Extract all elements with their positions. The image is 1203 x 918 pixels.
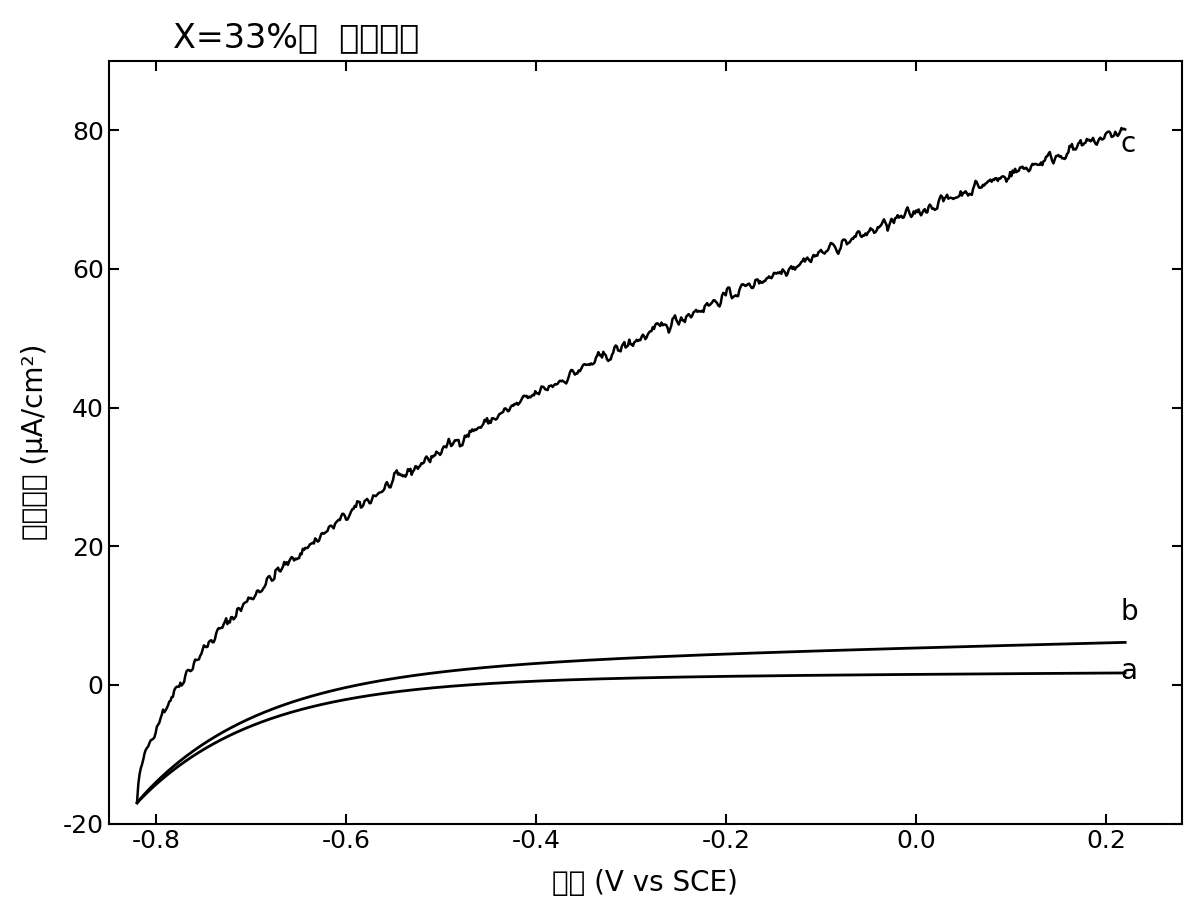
Text: a: a bbox=[1120, 657, 1137, 685]
Y-axis label: 电流密度 (μA/cm²): 电流密度 (μA/cm²) bbox=[20, 344, 49, 541]
X-axis label: 电位 (V vs SCE): 电位 (V vs SCE) bbox=[552, 869, 739, 897]
Text: b: b bbox=[1120, 599, 1138, 626]
Text: c: c bbox=[1120, 130, 1136, 158]
Text: X=33%，  碳氮共掺: X=33%， 碳氮共掺 bbox=[173, 21, 420, 54]
